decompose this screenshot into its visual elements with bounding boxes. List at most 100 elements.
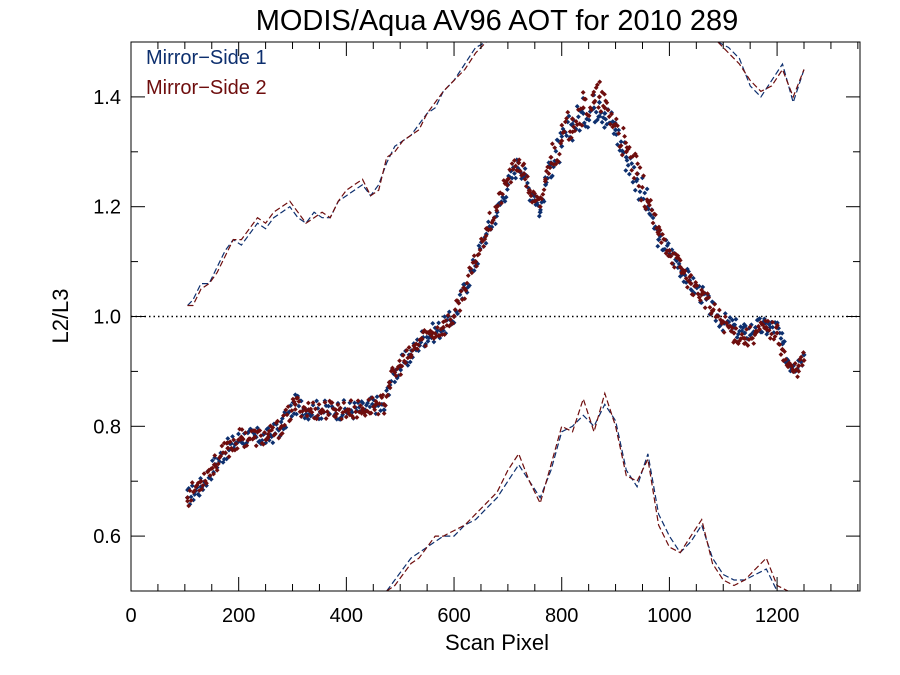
point-ms2 (451, 313, 457, 319)
point-ms2 (500, 191, 506, 197)
point-ms1 (740, 325, 746, 331)
point-ms1 (470, 257, 476, 263)
point-ms1 (186, 486, 192, 491)
point-ms2 (472, 259, 478, 265)
point-ms1 (584, 116, 590, 122)
point-ms2 (557, 151, 562, 157)
point-ms2 (513, 163, 519, 169)
point-ms1 (245, 430, 251, 436)
point-ms2 (201, 471, 207, 476)
point-ms2 (565, 109, 571, 115)
point-ms2 (720, 318, 726, 324)
point-ms2 (626, 144, 632, 150)
point-ms2 (725, 323, 731, 329)
point-ms2 (643, 206, 649, 212)
point-ms2 (485, 227, 491, 233)
point-ms2 (799, 362, 805, 368)
point-ms2 (380, 392, 386, 398)
point-ms2 (393, 373, 399, 379)
point-ms2 (457, 308, 463, 314)
point-ms2 (491, 215, 497, 221)
point-ms2 (366, 397, 372, 403)
point-ms2 (398, 372, 404, 377)
point-ms1 (583, 123, 588, 129)
point-ms2 (305, 400, 311, 406)
point-ms2 (382, 403, 388, 408)
point-ms1 (436, 320, 442, 326)
point-ms2 (445, 312, 451, 318)
point-ms2 (765, 318, 771, 324)
dashed-line-lower (386, 391, 789, 591)
point-ms2 (572, 128, 578, 134)
point-ms2 (188, 498, 194, 503)
point-ms1 (686, 269, 691, 274)
point-ms1 (801, 352, 807, 358)
point-ms1 (500, 194, 506, 200)
point-ms2 (483, 233, 489, 239)
point-ms1 (362, 407, 368, 413)
point-ms1 (360, 400, 366, 406)
point-ms1 (236, 431, 241, 437)
point-ms2 (214, 467, 220, 473)
point-ms2 (284, 412, 290, 418)
point-ms1 (591, 105, 597, 111)
point-ms2 (435, 325, 440, 330)
y-tick-label: 1.4 (93, 87, 121, 109)
point-ms1 (270, 440, 276, 446)
y-tick-label: 0.6 (93, 526, 121, 548)
point-ms2 (202, 478, 208, 484)
point-ms2 (763, 318, 768, 324)
point-ms1 (352, 400, 357, 406)
point-ms2 (350, 415, 356, 421)
point-ms2 (623, 140, 629, 146)
point-ms2 (264, 437, 270, 442)
point-ms2 (623, 149, 629, 155)
point-ms2 (219, 443, 225, 449)
point-ms2 (701, 290, 707, 296)
point-ms1 (623, 168, 629, 173)
point-ms1 (585, 124, 591, 130)
point-ms1 (309, 412, 315, 418)
point-ms2 (680, 267, 686, 273)
point-ms1 (727, 315, 733, 320)
point-ms1 (644, 186, 650, 192)
point-ms1 (431, 339, 437, 345)
point-ms2 (198, 479, 203, 485)
point-ms2 (323, 416, 329, 421)
point-ms2 (629, 167, 635, 173)
point-ms2 (596, 105, 601, 110)
point-ms2 (296, 399, 302, 404)
point-ms2 (291, 399, 297, 405)
point-ms2 (509, 161, 515, 167)
point-ms2 (341, 400, 347, 406)
point-ms2 (677, 257, 683, 263)
point-ms2 (766, 327, 772, 333)
scatter-points-layer (184, 79, 807, 509)
point-ms2 (399, 363, 405, 369)
point-ms2 (192, 488, 198, 494)
x-tick-label: 800 (545, 605, 578, 627)
point-ms2 (722, 314, 728, 320)
dashed-line-upper (187, 42, 487, 307)
point-ms2 (599, 89, 605, 95)
point-ms1 (541, 199, 547, 204)
point-ms1 (185, 487, 190, 493)
point-ms1 (729, 317, 735, 323)
point-ms2 (442, 332, 447, 337)
point-ms2 (792, 361, 798, 366)
point-ms2 (443, 318, 449, 324)
point-ms2 (489, 220, 495, 225)
point-ms2 (745, 343, 751, 348)
point-ms1 (630, 179, 636, 185)
point-ms1 (378, 408, 384, 414)
point-ms2 (662, 237, 668, 243)
point-ms1 (455, 311, 460, 317)
point-ms2 (687, 274, 693, 280)
point-ms2 (215, 461, 221, 467)
point-ms2 (733, 326, 739, 331)
point-ms2 (285, 404, 291, 410)
point-ms2 (639, 184, 645, 190)
point-ms2 (653, 212, 658, 218)
point-ms2 (707, 304, 713, 310)
point-ms2 (657, 227, 663, 233)
